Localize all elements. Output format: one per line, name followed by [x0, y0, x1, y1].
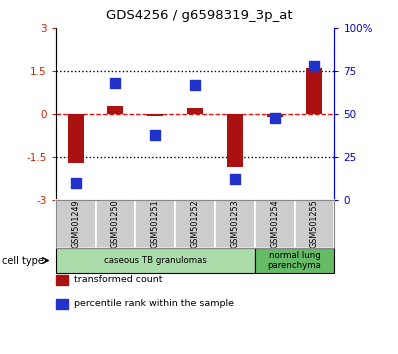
Text: GSM501251: GSM501251 — [151, 200, 160, 248]
Text: GDS4256 / g6598319_3p_at: GDS4256 / g6598319_3p_at — [106, 9, 292, 22]
Point — [271, 115, 278, 120]
Text: GSM501253: GSM501253 — [230, 200, 239, 248]
Text: GSM501255: GSM501255 — [310, 200, 319, 248]
Text: transformed count: transformed count — [74, 275, 163, 284]
Text: GSM501250: GSM501250 — [111, 200, 120, 248]
Point — [152, 132, 158, 138]
Text: GSM501254: GSM501254 — [270, 200, 279, 248]
Point — [72, 180, 79, 185]
Bar — [68, 114, 84, 163]
Point — [192, 82, 198, 88]
Point — [112, 80, 119, 86]
Bar — [147, 114, 163, 116]
Point — [311, 63, 318, 69]
Bar — [306, 68, 322, 114]
Bar — [267, 114, 283, 117]
Text: normal lung
parenchyma: normal lung parenchyma — [267, 251, 322, 270]
Text: GSM501252: GSM501252 — [191, 200, 199, 248]
Text: percentile rank within the sample: percentile rank within the sample — [74, 299, 234, 308]
Bar — [187, 108, 203, 114]
Bar — [107, 105, 123, 114]
Text: cell type: cell type — [2, 256, 44, 266]
Bar — [227, 114, 243, 167]
Point — [232, 177, 238, 182]
Text: caseous TB granulomas: caseous TB granulomas — [104, 256, 207, 265]
Text: GSM501249: GSM501249 — [71, 200, 80, 248]
